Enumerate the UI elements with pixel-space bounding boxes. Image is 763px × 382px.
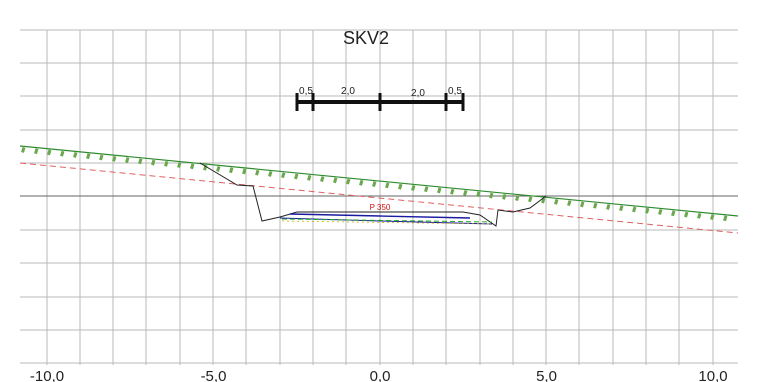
terrain-hatch-mark — [424, 186, 429, 193]
width-scale-bar: 0,5 2,0 2,0 0,5 — [295, 86, 465, 111]
road-base — [279, 217, 493, 225]
subgrade-line — [281, 220, 493, 225]
terrain-hatch-mark — [294, 173, 299, 180]
x-axis-tick-labels: -10,0 -5,0 0,0 5,0 10,0 — [30, 368, 728, 382]
terrain-hatch-mark — [281, 172, 286, 179]
x-tick-label: 0,0 — [370, 368, 391, 382]
terrain-hatch-mark — [606, 203, 611, 210]
terrain-hatch-mark — [190, 163, 195, 170]
terrain-hatch-mark — [34, 148, 39, 155]
terrain-hatch-mark — [385, 182, 390, 189]
terrain-hatch-mark — [86, 153, 91, 160]
x-tick-label: 10,0 — [698, 368, 727, 382]
terrain-hatch-mark — [255, 169, 260, 176]
terrain-hatch-mark — [710, 214, 715, 220]
x-tick-label: 5,0 — [536, 368, 557, 382]
terrain-hatch-mark — [593, 202, 598, 209]
width-label: 0,5 — [299, 86, 313, 97]
terrain-hatch-mark — [515, 195, 520, 201]
terrain-hatch-mark — [632, 206, 637, 213]
terrain-hatch-mark — [320, 176, 325, 182]
profile-label: P 350 — [370, 203, 391, 212]
reference-line — [19, 162, 739, 234]
terrain-hatch-mark — [658, 209, 663, 215]
terrain-hatch-mark — [99, 154, 104, 161]
terrain-hatch-mark — [164, 160, 169, 167]
terrain-hatch-mark — [138, 158, 143, 165]
terrain-hatch-mark — [372, 181, 377, 188]
road-cut: P 350 — [199, 162, 547, 227]
terrain-hatch-mark — [60, 150, 65, 157]
terrain-hatch-mark — [333, 177, 338, 184]
terrain-hatch-mark — [398, 183, 403, 190]
terrain-hatch-mark — [684, 211, 689, 218]
terrain-hatch-mark — [47, 149, 52, 156]
terrain-hatch-mark — [580, 201, 585, 208]
road-surface — [289, 213, 471, 219]
terrain-hatch-mark — [112, 155, 117, 162]
terrain-hatch-mark — [268, 171, 273, 177]
terrain-hatch-mark — [125, 157, 130, 163]
terrain-hatch-mark — [73, 152, 78, 158]
terrain-hatch-mark — [151, 159, 156, 166]
cut-outline — [199, 162, 547, 227]
terrain-hatch-mark — [346, 178, 351, 185]
terrain-hatch-mark — [723, 215, 728, 222]
terrain-hatch-mark — [697, 212, 702, 219]
terrain-hatch-mark — [411, 184, 416, 191]
terrain-hatch-mark — [216, 165, 221, 172]
terrain-hatch-mark — [554, 198, 559, 205]
terrain-hatch-mark — [437, 187, 442, 194]
drawing-title: SKV2 — [343, 28, 389, 48]
width-label: 0,5 — [448, 86, 462, 97]
terrain-hatch-mark — [502, 193, 507, 200]
terrain-hatch-mark — [671, 210, 676, 217]
terrain-hatch-mark — [463, 190, 468, 196]
terrain-hatch-mark — [476, 191, 481, 198]
terrain-hatch-mark — [567, 200, 572, 207]
terrain-hatch-mark — [528, 196, 533, 203]
terrain-hatch-mark — [359, 179, 364, 186]
x-tick-label: -5,0 — [201, 368, 227, 382]
terrain-hatch-mark — [541, 197, 546, 204]
terrain-hatch-mark — [307, 174, 312, 181]
terrain-hatch-mark — [229, 167, 234, 174]
terrain-hatch-mark — [450, 188, 455, 195]
x-tick-label: -10,0 — [30, 368, 64, 382]
terrain-hatch-mark — [242, 168, 247, 175]
width-label: 2,0 — [341, 86, 355, 97]
terrain-surface — [19, 145, 739, 222]
terrain-hatch-mark — [619, 205, 624, 212]
terrain-hatch-mark — [21, 146, 26, 153]
terrain-hatch-mark — [177, 162, 182, 169]
terrain-hatch-mark — [645, 207, 650, 214]
terrain-hatch-mark — [489, 192, 494, 199]
subgrade-line — [281, 218, 493, 223]
grid — [20, 29, 738, 365]
width-label: 2,0 — [411, 88, 425, 99]
